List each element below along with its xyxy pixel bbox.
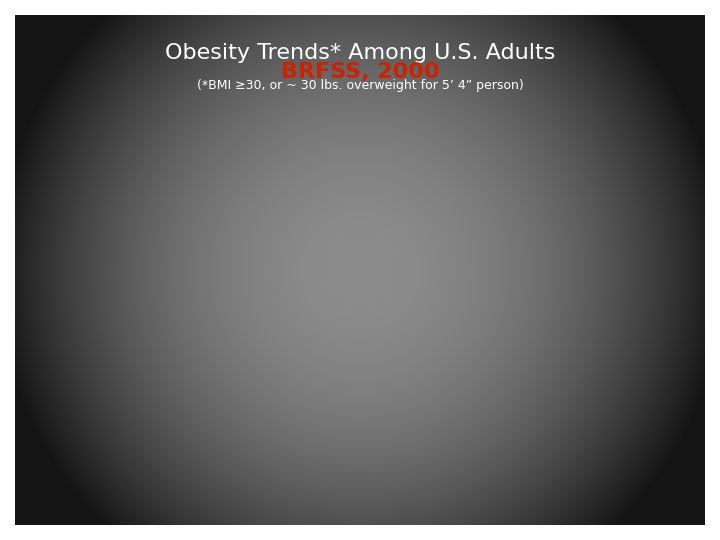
Text: (*BMI ≥30, or ~ 30 lbs. overweight for 5’ 4” person): (*BMI ≥30, or ~ 30 lbs. overweight for 5…: [197, 79, 523, 92]
Text: BRFSS, 2000: BRFSS, 2000: [281, 62, 439, 82]
Text: Obesity Trends* Among U.S. Adults: Obesity Trends* Among U.S. Adults: [165, 43, 555, 63]
